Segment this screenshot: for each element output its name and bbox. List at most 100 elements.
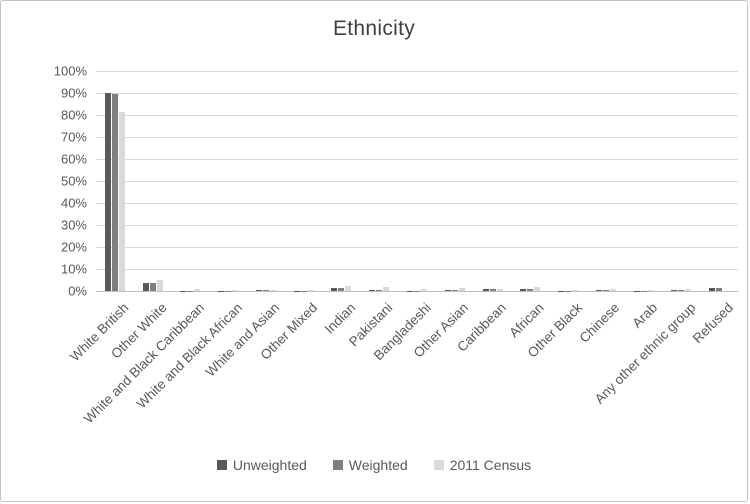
bar — [716, 287, 723, 291]
y-tick-label: 10% — [60, 261, 87, 277]
y-tick-label: 90% — [60, 85, 87, 101]
bar — [489, 288, 496, 291]
bar — [451, 290, 458, 291]
gridline — [96, 115, 738, 116]
x-tick-label: Bangladeshi — [370, 300, 434, 364]
legend-item: Weighted — [332, 457, 408, 473]
bar — [709, 287, 716, 291]
bar — [685, 288, 692, 291]
bar-group — [549, 71, 587, 291]
gridline — [96, 159, 738, 160]
x-tick-label: White and Black Caribbean — [80, 300, 208, 427]
y-tick-label: 30% — [60, 217, 87, 233]
bar-group — [436, 71, 474, 291]
gridline — [96, 137, 738, 138]
bar-group — [285, 71, 323, 291]
bar-group — [247, 71, 285, 291]
x-axis-labels: White British Other White White and Black … — [67, 291, 738, 441]
bar — [369, 289, 376, 291]
bar — [527, 288, 534, 291]
legend-item: Unweighted — [216, 457, 307, 473]
legend-label: Weighted — [348, 457, 408, 473]
bar — [444, 290, 451, 291]
bar — [647, 290, 654, 291]
bar — [534, 286, 541, 291]
legend-swatch-icon — [216, 460, 227, 470]
chart-title: Ethnicity — [332, 17, 416, 40]
x-tick-label: Chinese — [576, 300, 623, 346]
bar — [118, 111, 125, 291]
y-tick-label: 20% — [60, 239, 87, 255]
bar — [572, 289, 579, 291]
legend-swatch-icon — [433, 460, 444, 470]
y-tick-label: 100% — [53, 63, 87, 79]
bar-groups — [96, 71, 738, 291]
gridline — [96, 269, 738, 270]
bar — [262, 290, 269, 291]
bar-group — [625, 71, 663, 291]
bar-group — [172, 71, 210, 291]
gridline — [96, 93, 738, 94]
bar — [458, 287, 465, 291]
bar-group — [96, 71, 134, 291]
x-tick-label: Caribbean — [454, 300, 510, 355]
x-tick-label: Any other ethnic group — [591, 300, 698, 407]
x-axis-line — [96, 291, 738, 292]
bar — [609, 289, 616, 291]
gridline — [96, 247, 738, 248]
bar — [345, 285, 352, 291]
bar — [496, 288, 503, 291]
bar — [194, 289, 201, 291]
plot-area: 0% 10% 20% 30% 40% 50% 60% 70% 80% 90% 100% White B… — [54, 64, 738, 426]
bar — [671, 289, 678, 291]
x-tick-label: Other Asian — [410, 300, 472, 361]
bar — [255, 290, 262, 291]
bar — [376, 289, 383, 291]
gridline — [96, 225, 738, 226]
legend-swatch-icon — [332, 460, 343, 470]
bar — [678, 289, 685, 291]
x-tick-label: Other Black — [524, 300, 585, 361]
x-tick-label: Refused — [689, 300, 736, 347]
legend-label: Unweighted — [232, 457, 307, 473]
bar — [104, 93, 111, 291]
bar — [156, 280, 163, 291]
bar — [338, 287, 345, 291]
bar — [149, 283, 156, 291]
bar-group — [587, 71, 625, 291]
bar — [269, 289, 276, 291]
x-tick-label: Other Mixed — [257, 300, 321, 363]
chart-legend: Unweighted Weighted 2011 Census — [1, 457, 747, 473]
bar — [520, 288, 527, 291]
gridline — [96, 203, 738, 204]
bar — [421, 289, 427, 291]
bar-group — [511, 71, 549, 291]
bar-group — [398, 71, 436, 291]
bar — [383, 286, 390, 291]
y-tick-label: 50% — [60, 173, 87, 189]
x-tick-label: Arab — [629, 300, 661, 331]
bar — [142, 283, 149, 291]
bar — [482, 288, 489, 291]
y-tick-label: 60% — [60, 151, 87, 167]
y-tick-label: 40% — [60, 195, 87, 211]
bar — [307, 289, 314, 291]
x-tick-label: White and Black African — [133, 300, 245, 412]
bar-group — [474, 71, 512, 291]
gridline — [96, 181, 738, 182]
bar-group — [134, 71, 172, 291]
x-tick-label: Indian — [321, 300, 359, 337]
bar — [111, 94, 118, 291]
x-tick-label: African — [506, 300, 547, 341]
x-tick-label: Other White — [107, 300, 170, 362]
x-tick-label: Pakistani — [346, 300, 396, 350]
bar — [331, 287, 338, 291]
y-tick-label: 80% — [60, 107, 87, 123]
x-tick-label: White and Asian — [202, 300, 283, 380]
bar-group — [700, 71, 738, 291]
bar — [232, 290, 239, 291]
legend-item: 2011 Census — [433, 457, 531, 473]
bar-group — [209, 71, 247, 291]
y-tick-label: 70% — [60, 129, 87, 145]
